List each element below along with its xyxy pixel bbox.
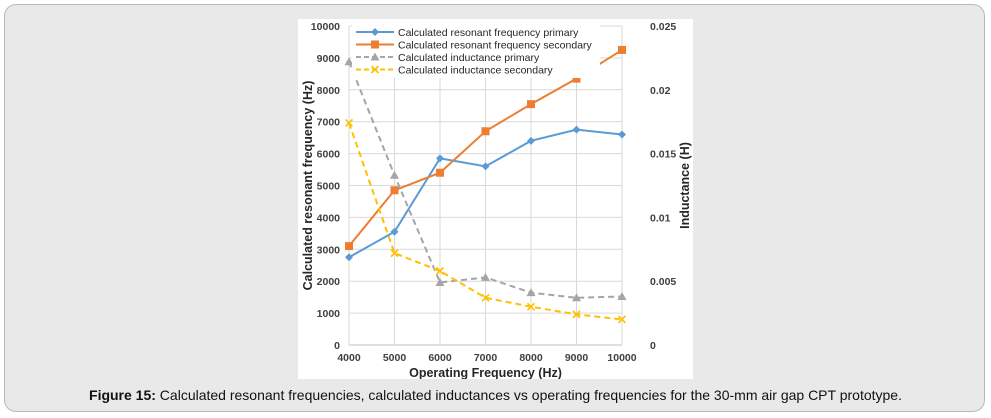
x-tick-label: 5000 xyxy=(383,352,407,364)
data-point-s4 xyxy=(572,310,581,319)
caption-label: Figure 15: xyxy=(89,387,156,403)
legend-marker xyxy=(370,65,380,74)
y-axis-title: Calculated resonant frequency (Hz) xyxy=(301,81,315,291)
x-tick-label: 10000 xyxy=(607,352,636,364)
data-point-s2 xyxy=(345,242,353,251)
y-tick-label: 8000 xyxy=(317,85,341,97)
data-point-s1 xyxy=(436,154,444,163)
y2-tick-label: 0.02 xyxy=(650,85,671,97)
x-tick-label: 4000 xyxy=(337,352,361,364)
legend-entry: Calculated resonant frequency secondary xyxy=(398,40,593,52)
y2-tick-label: 0 xyxy=(650,340,656,352)
data-point-s3 xyxy=(344,57,354,66)
data-point-s2 xyxy=(572,74,581,83)
x-axis-title: Operating Frequency (Hz) xyxy=(409,366,562,379)
y2-tick-label: 0.01 xyxy=(650,212,671,224)
y-tick-label: 10000 xyxy=(311,21,340,33)
data-point-s3 xyxy=(481,272,490,281)
data-point-s1 xyxy=(572,125,581,134)
y-tick-label: 0 xyxy=(334,340,340,352)
y-tick-label: 2000 xyxy=(317,276,341,288)
data-point-s4 xyxy=(435,266,445,276)
data-point-s2 xyxy=(390,186,399,195)
y-tick-label: 1000 xyxy=(317,308,341,320)
data-point-s2 xyxy=(436,168,444,177)
y2-axis-title: Inductance (H) xyxy=(678,142,692,229)
data-point-s1 xyxy=(527,136,535,145)
chart-figure: 0 1000 2000 3000 4000 5000 6000 7000 8000 9000 100… xyxy=(298,19,693,379)
y-tick-label: 7000 xyxy=(317,117,341,129)
data-point-s4 xyxy=(526,302,536,311)
data-point-s2 xyxy=(527,100,535,109)
x-tick-label: 6000 xyxy=(428,352,452,364)
data-point-s2 xyxy=(618,45,626,54)
data-point-s3 xyxy=(617,292,627,301)
x-tick-label: 8000 xyxy=(519,352,543,364)
y-tick-label: 3000 xyxy=(317,244,341,256)
y2-tick-label: 0.005 xyxy=(650,276,676,288)
data-point-s3 xyxy=(572,293,581,302)
legend-entry: Calculated inductance primary xyxy=(398,52,540,64)
y-tick-label: 6000 xyxy=(317,149,341,161)
data-point-s2 xyxy=(481,127,490,136)
y-tick-label: 5000 xyxy=(317,181,341,193)
data-point-s4 xyxy=(617,315,627,324)
legend-marker xyxy=(371,40,379,49)
data-point-s3 xyxy=(390,170,399,179)
data-point-s4 xyxy=(390,249,399,258)
figure-caption: Figure 15: Calculated resonant frequenci… xyxy=(0,387,991,403)
legend-marker xyxy=(371,28,379,36)
data-point-s3 xyxy=(526,288,536,297)
legend-entry: Calculated resonant frequency primary xyxy=(398,27,579,39)
y-tick-label: 4000 xyxy=(317,212,341,224)
data-point-s1 xyxy=(481,162,490,171)
y-tick-label: 9000 xyxy=(317,53,341,65)
data-point-s4 xyxy=(344,118,354,128)
y2-tick-label: 0.015 xyxy=(650,149,676,161)
data-point-s1 xyxy=(390,227,399,236)
x-tick-label: 9000 xyxy=(565,352,589,364)
caption-text: Calculated resonant frequencies, calcula… xyxy=(155,387,902,403)
data-point-s1 xyxy=(345,253,353,262)
x-tick-label: 7000 xyxy=(474,352,498,364)
data-point-s4 xyxy=(481,293,490,302)
data-point-s3 xyxy=(435,277,445,286)
legend-marker xyxy=(370,52,380,61)
y2-tick-label: 0.025 xyxy=(650,21,676,33)
legend-entry: Calculated inductance secondary xyxy=(398,65,553,77)
data-point-s1 xyxy=(618,130,626,139)
chart: 0 1000 2000 3000 4000 5000 6000 7000 8000 9000 100… xyxy=(301,21,692,379)
